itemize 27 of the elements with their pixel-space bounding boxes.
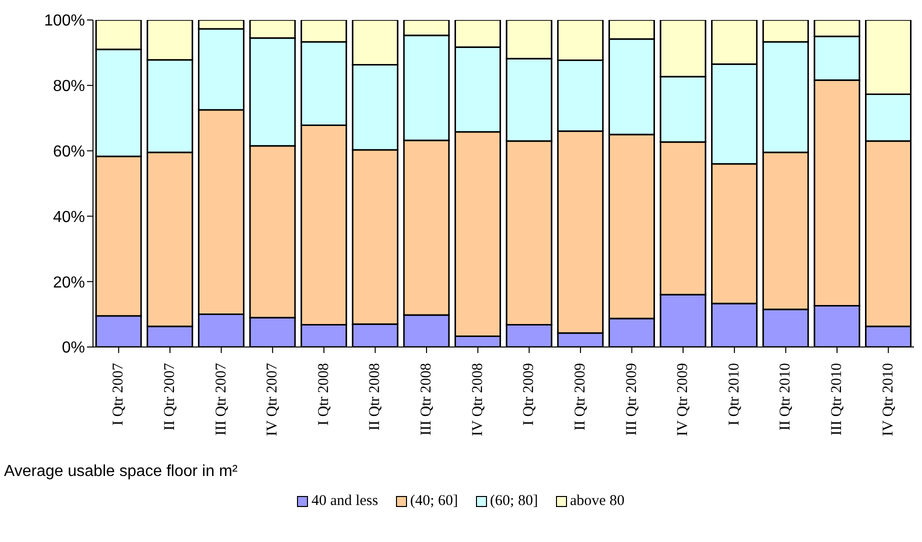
x-tick-label: I Qtr 2008 [316, 363, 332, 426]
x-tick-label: II Qtr 2008 [367, 363, 384, 430]
legend-label: above 80 [568, 493, 625, 510]
x-tick-label: IV Qtr 2008 [470, 363, 486, 436]
x-tick-label: III Qtr 2008 [418, 363, 435, 436]
legend-label: (60; 80] [489, 493, 538, 510]
x-tick-label: I Qtr 2007 [110, 362, 127, 426]
x-tick-label: III Qtr 2009 [624, 363, 640, 436]
y-tick-label: 40% [52, 208, 85, 226]
x-tick-label: III Qtr 2007 [213, 362, 230, 436]
y-tick-label: 80% [52, 78, 85, 96]
x-tick-label: IV Qtr 2009 [675, 363, 692, 436]
x-tick-label: II Qtr 2009 [572, 363, 588, 430]
y-tick-label: 0% [62, 340, 85, 357]
x-tick-label: IV Qtr 2010 [880, 363, 896, 436]
x-tick-label: III Qtr 2010 [829, 363, 846, 436]
legend-label: 40 and less [310, 493, 378, 510]
y-tick-label: 20% [52, 274, 85, 292]
y-tick-label: 60% [52, 143, 85, 160]
x-tick-label: II Qtr 2010 [778, 363, 794, 430]
legend-label: (40; 60] [409, 493, 458, 510]
x-tick-label: IV Qtr 2007 [264, 362, 281, 436]
x-tick-label: I Qtr 2010 [726, 363, 742, 426]
y-tick-label: 100% [44, 12, 85, 30]
x-tick-label: II Qtr 2007 [162, 362, 178, 430]
legend-title: Average usable space floor in m² [4, 463, 239, 481]
x-tick-label: I Qtr 2009 [521, 363, 538, 426]
